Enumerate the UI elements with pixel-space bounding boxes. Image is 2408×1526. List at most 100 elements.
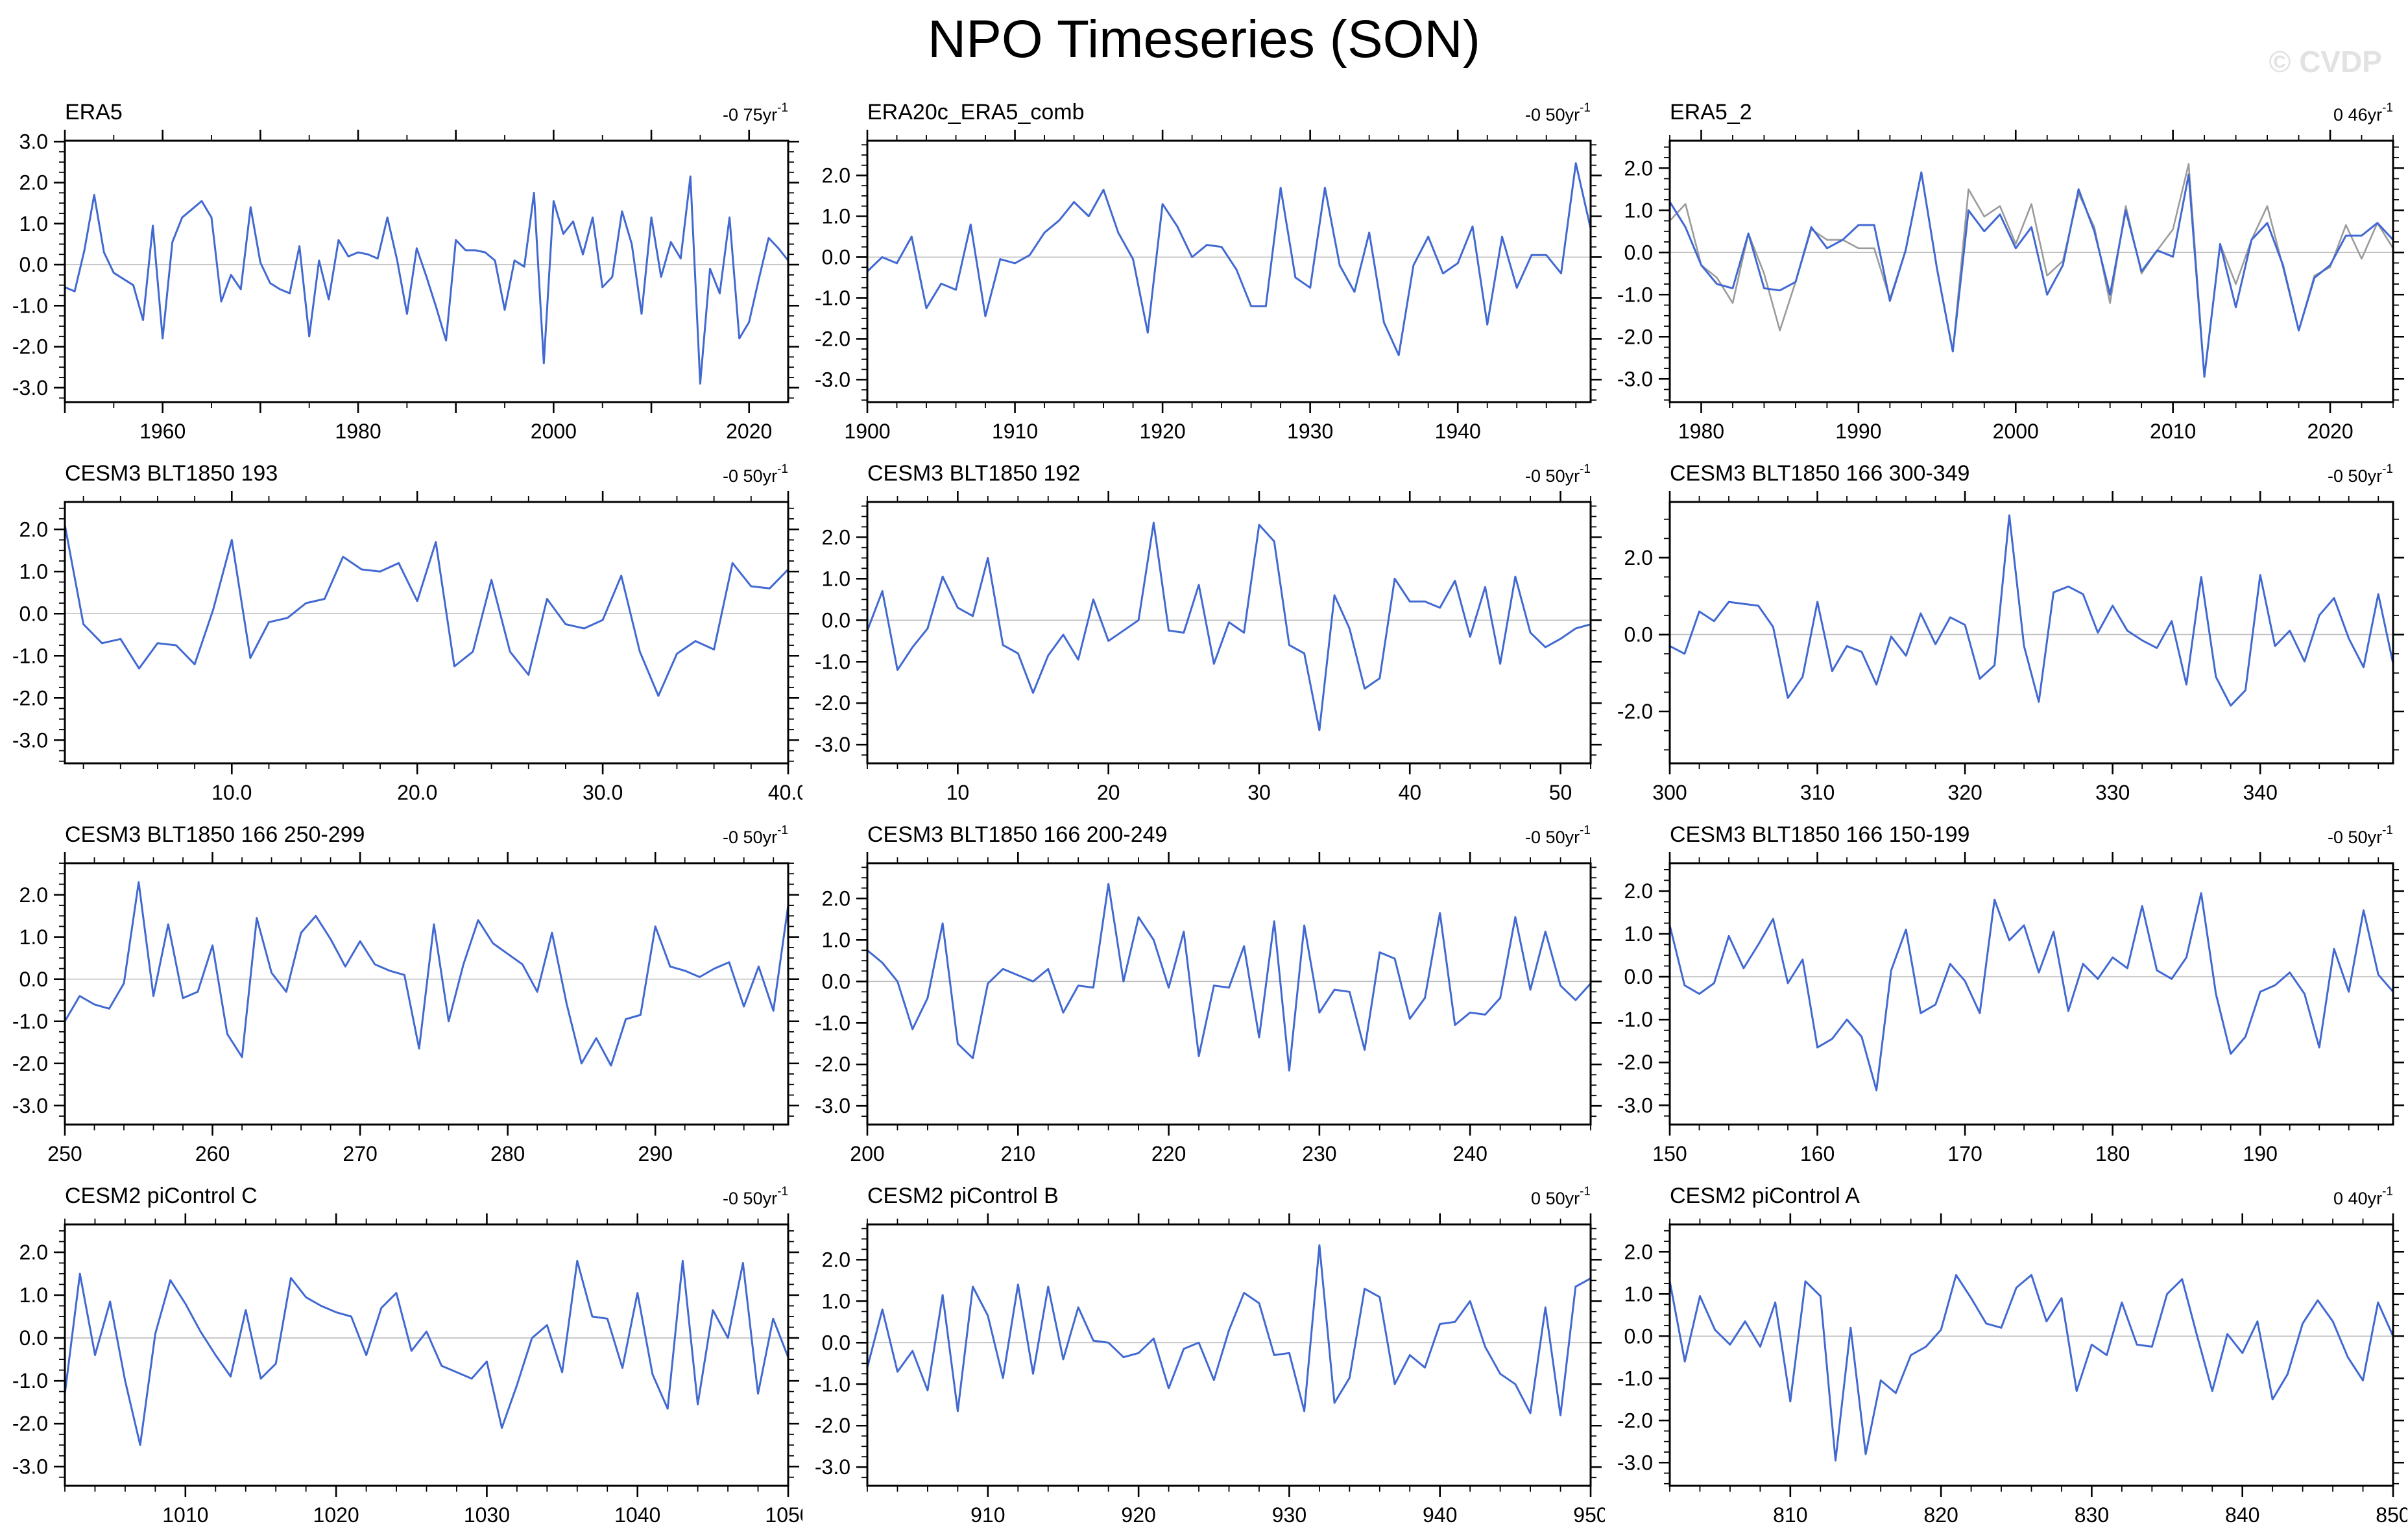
trend-annotation: -0 50yr-1	[723, 1185, 788, 1208]
y-tick-label: -2.0	[1617, 325, 1653, 348]
y-tick-label: 1.0	[19, 560, 48, 583]
trend-annotation: -0 50yr-1	[1525, 462, 1591, 486]
y-tick-label: 0.0	[1624, 965, 1653, 988]
y-tick-label: 1.0	[822, 204, 850, 228]
subplot-title: CESM2 piControl C	[65, 1184, 258, 1208]
trend-value: -0 50yr	[723, 466, 777, 486]
y-tick-label: -2.0	[12, 686, 48, 709]
trend-annotation: -0 50yr-1	[2328, 824, 2393, 847]
x-tick-label: 260	[195, 1142, 230, 1163]
x-tick-label: 300	[1652, 781, 1687, 802]
y-tick-label: 1.0	[19, 925, 48, 949]
trend-value: -0 50yr	[2328, 466, 2382, 486]
x-tick-label: 10.0	[211, 781, 252, 802]
x-tick-label: 160	[1800, 1142, 1835, 1163]
x-tick-label: 220	[1151, 1142, 1186, 1163]
y-tick-label: -3.0	[1617, 367, 1653, 390]
timeseries-plot: 2.0 1.0 0.0 -1.0 -2.0 -3.0 200 210 220 230 240 CESM…	[815, 822, 1602, 1163]
trend-exponent: -1	[777, 1185, 788, 1198]
plot-frame	[64, 139, 789, 403]
y-tick-label: 1.0	[822, 567, 850, 590]
y-tick-label: -2.0	[1617, 700, 1653, 723]
y-tick-label: 2.0	[19, 883, 48, 907]
trend-value: -0 50yr	[2328, 828, 2382, 847]
plot-frame	[866, 501, 1592, 765]
x-tick-label: 2020	[2307, 420, 2353, 440]
subplot-title: CESM3 BLT1850 192	[867, 461, 1080, 486]
timeseries-plot: 2.0 1.0 0.0 -1.0 -2.0 -3.0 1010 1020 1030 1040 105…	[12, 1184, 802, 1524]
y-tick-label: -2.0	[12, 1412, 48, 1435]
y-tick-label: -2.0	[1617, 1051, 1653, 1074]
x-tick-label: 820	[1923, 1503, 1958, 1524]
timeseries-plot: 2.0 1.0 0.0 -1.0 -2.0 -3.0 1980 1990 2000 2010 202…	[1617, 100, 2404, 440]
y-tick-label: -3.0	[12, 728, 48, 752]
plot-frame	[64, 501, 789, 765]
y-tick-label: -3.0	[1617, 1093, 1653, 1117]
trend-value: -0 50yr	[1525, 466, 1580, 486]
y-tick-label: -2.0	[815, 1053, 850, 1076]
y-tick-label: 0.0	[1624, 241, 1653, 264]
timeseries-line	[866, 162, 1592, 357]
y-tick-label: -1.0	[815, 650, 850, 673]
trend-annotation: 0 46yr-1	[2333, 101, 2393, 125]
y-tick-label: -2.0	[1617, 1409, 1653, 1432]
subplot-title: CESM2 piControl A	[1670, 1184, 1860, 1208]
x-tick-label: 340	[2243, 781, 2278, 802]
x-tick-label: 310	[1800, 781, 1835, 802]
y-tick-label: 2.0	[822, 525, 850, 549]
plot-frame	[866, 139, 1592, 403]
x-tick-label: 940	[1423, 1503, 1457, 1524]
y-tick-label: 0.0	[1624, 623, 1653, 646]
subplot-cesm2-picontrol-a: 2.0 1.0 0.0 -1.0 -2.0 -3.0 810 820 830 840 850 CESM…	[1605, 1163, 2407, 1524]
y-tick-label: 2.0	[19, 518, 48, 541]
trend-exponent: -1	[2382, 101, 2393, 115]
timeseries-line	[1668, 171, 2394, 378]
subplot-era20c-era5-comb: 2.0 1.0 0.0 -1.0 -2.0 -3.0 1900 1910 1920 1930 194…	[802, 79, 1605, 440]
y-tick-label: -2.0	[815, 691, 850, 715]
plot-frame	[1668, 501, 2394, 765]
timeseries-line	[64, 1259, 789, 1446]
x-tick-label: 2000	[1993, 420, 2039, 440]
y-tick-label: -1.0	[1617, 1008, 1653, 1031]
timeseries-plot: 2.0 0.0 -2.0 300 310 320 330 340 CESM3 BLT1850 1…	[1617, 461, 2404, 802]
subplot-era5-2: 2.0 1.0 0.0 -1.0 -2.0 -3.0 1980 1990 2000 2010 202…	[1605, 79, 2407, 440]
y-tick-label: -3.0	[815, 1094, 850, 1117]
x-tick-label: 850	[2376, 1503, 2407, 1524]
page-title: NPO Timeseries (SON)	[928, 10, 1480, 69]
y-tick-label: 0.0	[1624, 1324, 1653, 1348]
trend-value: 0 50yr	[1531, 1189, 1580, 1208]
timeseries-line	[1668, 514, 2394, 707]
x-tick-label: 840	[2225, 1503, 2259, 1524]
timeseries-plot: 2.0 1.0 0.0 -1.0 -2.0 -3.0 250 260 270 280 290 CESM…	[12, 822, 799, 1163]
timeseries-plot: 2.0 1.0 0.0 -1.0 -2.0 -3.0 10.0 20.0 30.0 40.0 CES…	[12, 461, 802, 802]
x-tick-label: 320	[1947, 781, 1982, 802]
timeseries-line	[64, 524, 789, 697]
x-tick-label: 1030	[464, 1503, 510, 1524]
y-tick-label: 2.0	[1624, 1240, 1653, 1263]
trend-exponent: -1	[777, 824, 788, 837]
y-tick-label: 2.0	[822, 164, 850, 187]
x-tick-label: 200	[850, 1142, 884, 1163]
y-tick-label: 2.0	[1624, 546, 1653, 569]
y-tick-label: 0.0	[19, 253, 48, 276]
y-tick-label: 0.0	[822, 970, 850, 993]
trend-exponent: -1	[1580, 462, 1591, 476]
x-tick-label: 910	[970, 1503, 1005, 1524]
x-tick-label: 1960	[139, 420, 186, 440]
timeseries-plot: 2.0 1.0 0.0 -1.0 -2.0 -3.0 810 820 830 840 850 CESM…	[1617, 1184, 2407, 1524]
timeseries-plot: 2.0 1.0 0.0 -1.0 -2.0 -3.0 150 160 170 180 190 CESM…	[1617, 822, 2404, 1163]
x-tick-label: 280	[490, 1142, 525, 1163]
y-tick-label: -1.0	[12, 294, 48, 317]
x-tick-label: 1040	[614, 1503, 660, 1524]
plot-frame	[1668, 1223, 2394, 1487]
subplot-cesm3-blt1850-166-150-199: 2.0 1.0 0.0 -1.0 -2.0 -3.0 150 160 170 180 190 CESM…	[1605, 802, 2407, 1163]
subplot-cesm3-blt1850-192: 2.0 1.0 0.0 -1.0 -2.0 -3.0 10 20 30 40 50 CESM3 BLT…	[802, 440, 1605, 802]
x-tick-label: 30.0	[583, 781, 623, 802]
trend-annotation: -0 50yr-1	[723, 462, 788, 486]
subplot-cesm2-picontrol-c: 2.0 1.0 0.0 -1.0 -2.0 -3.0 1010 1020 1030 1040 105…	[0, 1163, 802, 1524]
trend-annotation: 0 40yr-1	[2333, 1185, 2393, 1208]
y-tick-label: -3.0	[815, 733, 850, 756]
plot-frame	[1668, 862, 2394, 1126]
subplot-title: CESM3 BLT1850 166 250-299	[65, 822, 365, 847]
